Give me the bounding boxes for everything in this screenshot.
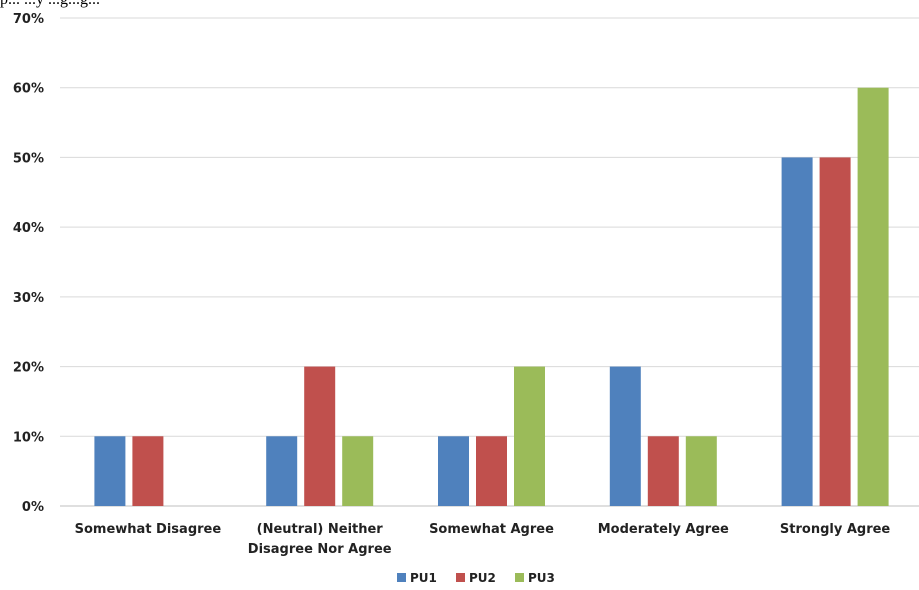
bar-pu2-2 [476, 436, 507, 506]
legend-label-pu2: PU2 [469, 571, 496, 585]
x-category-label: Disagree Nor Agree [248, 542, 392, 557]
legend-swatch-pu2 [456, 573, 465, 582]
bar-pu2-4 [819, 157, 851, 506]
x-category-label: Strongly Agree [780, 522, 891, 537]
y-tick-label: 70% [13, 12, 44, 27]
bar-pu1-4 [781, 157, 813, 506]
y-axis-tick-labels: 0% 10% 20% 30% 40% 50% 60% 70% [13, 12, 44, 515]
bars [94, 87, 889, 506]
bar-pu1-1 [266, 436, 298, 506]
y-tick-label: 60% [13, 82, 44, 97]
bar-pu3-1 [342, 436, 374, 506]
bar-pu2-3 [647, 436, 679, 506]
legend-label-pu3: PU3 [528, 571, 555, 585]
y-tick-label: 50% [13, 151, 44, 166]
x-category-label: (Neutral) Neither [257, 522, 384, 537]
y-tick-label: 10% [13, 430, 44, 445]
bar-pu3-2 [514, 366, 545, 506]
legend: PU1 PU2 PU3 [397, 571, 555, 585]
x-category-label: Somewhat Disagree [75, 522, 222, 537]
gridlines [60, 17, 919, 507]
legend-label-pu1: PU1 [410, 571, 437, 585]
bar-pu2-1 [304, 366, 336, 506]
bar-pu3-3 [685, 436, 717, 506]
bar-pu2-0 [132, 436, 164, 506]
y-tick-label: 0% [22, 500, 44, 515]
bar-pu1-2 [438, 436, 469, 506]
y-tick-label: 40% [13, 221, 44, 236]
cropped-caption-fragment: p... ...y ...g...g... [0, 0, 100, 9]
x-category-label: Moderately Agree [598, 522, 729, 537]
legend-swatch-pu1 [397, 573, 406, 582]
x-axis-category-labels: Somewhat Disagree (Neutral) Neither Disagr… [75, 522, 891, 557]
y-tick-label: 20% [13, 361, 44, 376]
bar-pu3-4 [857, 87, 889, 506]
x-category-label: Somewhat Agree [429, 522, 554, 537]
bar-pu1-0 [94, 436, 126, 506]
legend-swatch-pu3 [515, 573, 524, 582]
y-tick-label: 30% [13, 291, 44, 306]
bar-pu1-3 [609, 366, 641, 506]
